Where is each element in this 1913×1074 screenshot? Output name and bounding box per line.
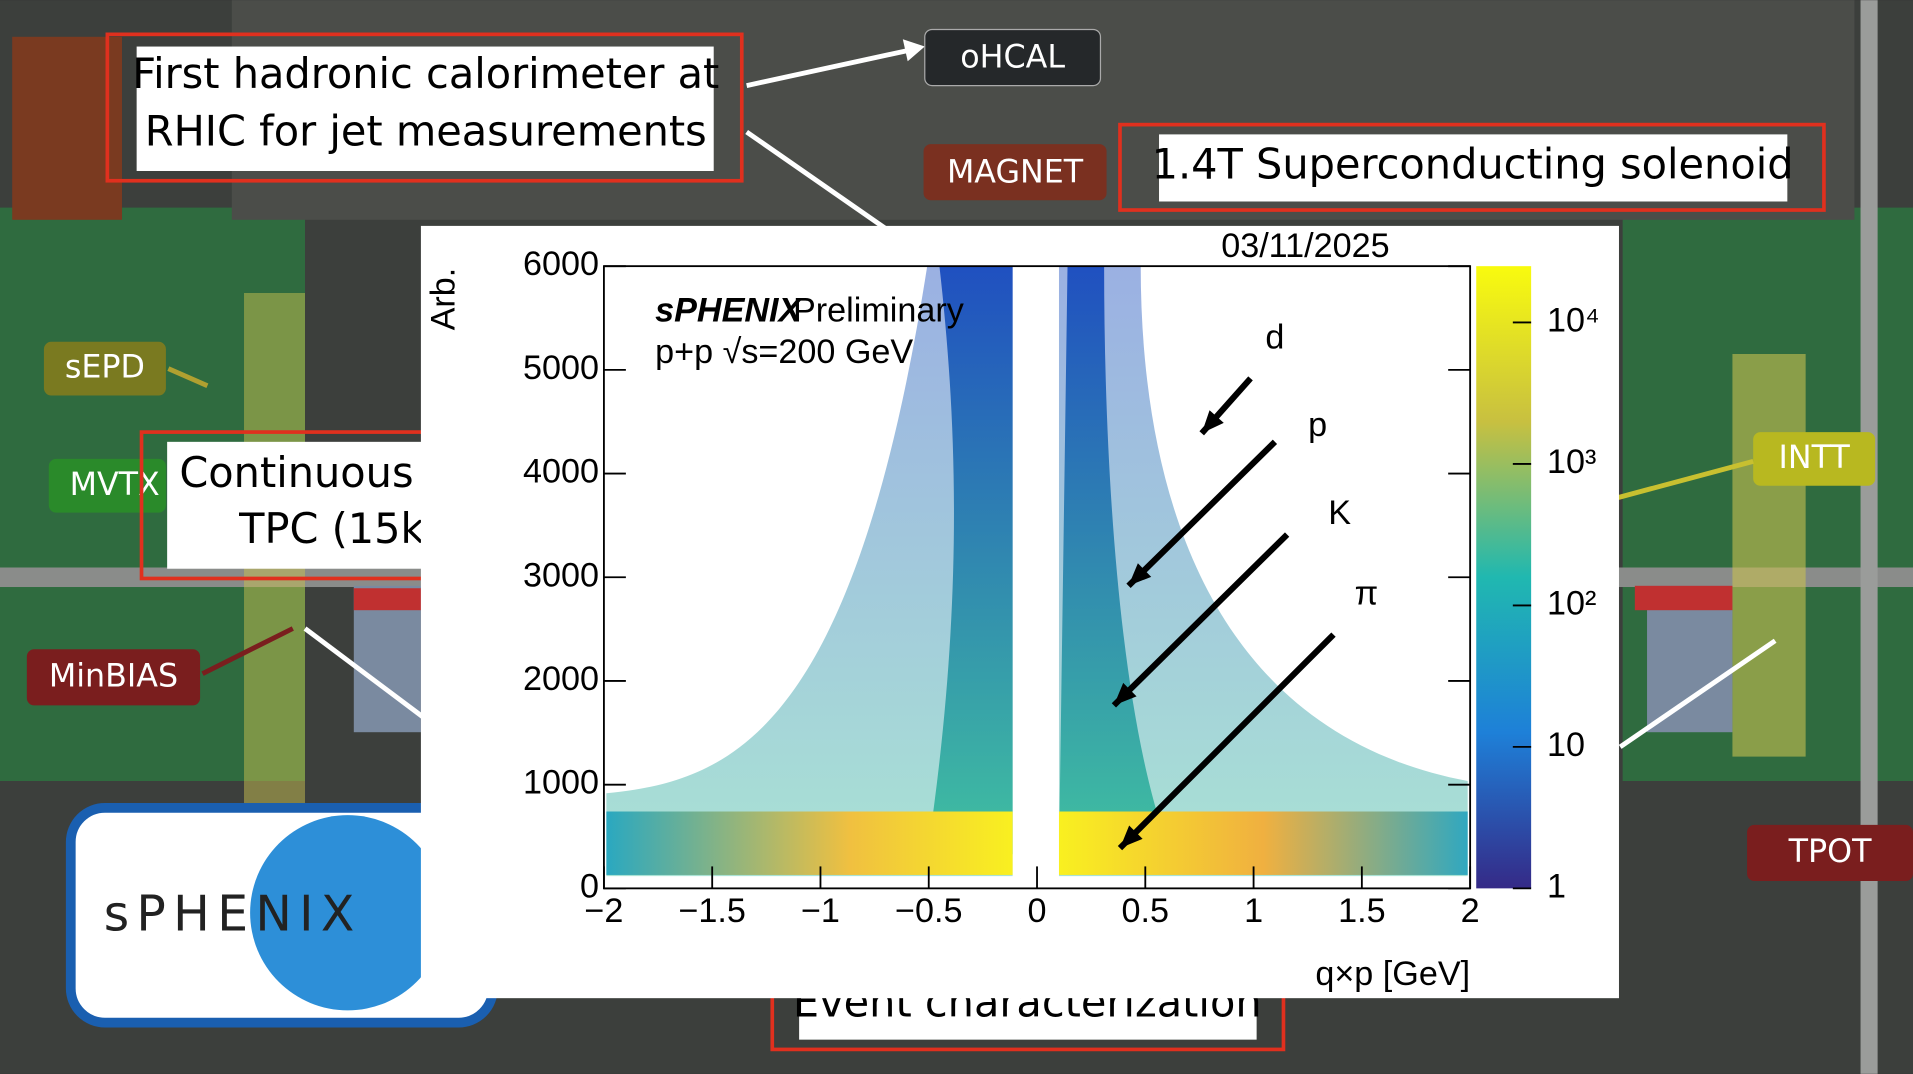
z-tick-label: 10: [1547, 726, 1585, 764]
x-tick-label: −1: [801, 892, 840, 930]
x-tick-label: −1.5: [678, 892, 745, 930]
detector-label: INTT: [1779, 440, 1851, 476]
z-tick-label: 1: [1547, 867, 1566, 905]
x-tick-label: 1: [1244, 892, 1263, 930]
x-tick-label: 0: [1028, 892, 1047, 930]
x-tick-label: 0.5: [1122, 892, 1169, 930]
arrow-head: [1128, 563, 1152, 586]
y-tick-label: 4000: [523, 453, 599, 491]
detector-label: oHCAL: [960, 40, 1065, 76]
plot-background: [420, 225, 1619, 999]
detector-label: MVTX: [70, 467, 160, 503]
y-tick-label: 2000: [523, 660, 599, 698]
arrow-head: [1113, 682, 1137, 706]
x-tick-label: −0.5: [895, 892, 962, 930]
particle-label: d: [1265, 318, 1284, 356]
callout-text: Continuous r: [179, 448, 444, 497]
detector-label: TPOT: [1788, 834, 1872, 870]
arrow-head: [1201, 410, 1224, 434]
heatmap-layer: [606, 266, 1468, 877]
system: p+p √s=200 GeV: [655, 333, 913, 371]
callout-text: RHIC for jet measurements: [145, 106, 707, 155]
y-tick-label: 0: [580, 867, 599, 905]
arrow: [1117, 632, 1336, 851]
y-axis-label: Arb.: [424, 268, 462, 331]
arrow-head: [1119, 825, 1143, 849]
y-tick-label: 3000: [523, 556, 599, 594]
z-tick-label: 10⁴: [1547, 301, 1600, 339]
callout-text: 1.4T Superconducting solenoid: [1152, 139, 1794, 188]
z-tick-label: 10³: [1547, 443, 1596, 481]
status: Preliminary: [793, 292, 965, 330]
logo: sPHENIX: [104, 886, 362, 943]
callout-text: TPC (15kH: [238, 504, 456, 553]
x-tick-label: 1.5: [1338, 892, 1385, 930]
experiment: sPHENIX: [655, 292, 803, 330]
colorbar: [1476, 266, 1532, 889]
x-tick-label: 2: [1461, 892, 1480, 930]
particle-label: π: [1355, 575, 1379, 613]
callouts: First hadronic calorimeter at RHIC for j…: [26, 28, 1913, 1052]
y-tick-label: 5000: [523, 349, 599, 387]
date: 03/11/2025: [1221, 227, 1389, 265]
arrow: [1126, 439, 1278, 588]
callout-text: First hadronic calorimeter at: [132, 49, 719, 98]
detector-label: MinBIAS: [49, 658, 178, 694]
x-tick-label: −2: [584, 892, 623, 930]
y-tick-label: 6000: [523, 245, 599, 283]
particle-label: p: [1308, 406, 1327, 444]
y-tick-label: 1000: [523, 764, 599, 802]
x-axis-label: q×p [GeV]: [1315, 955, 1470, 993]
detector-label: sEPD: [65, 350, 145, 386]
arrow: [1111, 532, 1290, 708]
z-tick-label: 10²: [1547, 584, 1596, 622]
detector-label: MAGNET: [947, 154, 1084, 190]
particle-label: K: [1328, 494, 1351, 532]
